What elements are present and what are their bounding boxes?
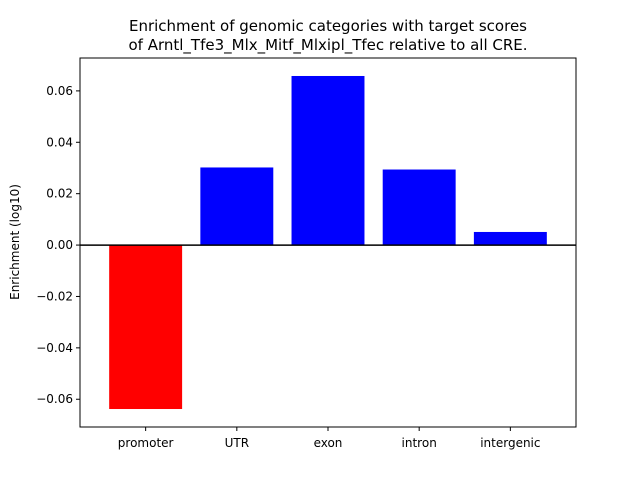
y-tick-label: 0.02 bbox=[46, 187, 73, 201]
bars-group bbox=[109, 75, 547, 410]
y-tick-label: −0.06 bbox=[36, 392, 73, 406]
y-axis-label: Enrichment (log10) bbox=[8, 184, 22, 300]
y-tick-label: 0.06 bbox=[46, 84, 73, 98]
plot-frame bbox=[79, 57, 577, 428]
y-axis-ticks: −0.06 −0.04 −0.02 0.00 0.02 0.04 0.06 bbox=[36, 84, 80, 406]
x-tick-label: intron bbox=[402, 436, 437, 450]
x-tick-label: promoter bbox=[118, 436, 174, 450]
y-tick-label: 0.00 bbox=[46, 238, 73, 252]
bar-intergenic bbox=[473, 231, 547, 246]
bar-intron bbox=[382, 169, 456, 246]
bar-exon bbox=[291, 75, 365, 246]
x-tick-label: exon bbox=[314, 436, 343, 450]
bar-promoter bbox=[109, 245, 183, 410]
chart-title-line-2: of Arntl_Tfe3_Mlx_Mitf_Mlxipl_Tfec relat… bbox=[128, 36, 527, 55]
x-tick-label: intergenic bbox=[480, 436, 540, 450]
x-axis-ticks: promoter UTR exon intron intergenic bbox=[118, 427, 541, 450]
x-tick-label: UTR bbox=[225, 436, 249, 450]
y-tick-label: 0.04 bbox=[46, 135, 73, 149]
bar-UTR bbox=[200, 167, 274, 246]
chart-title-line-1: Enrichment of genomic categories with ta… bbox=[129, 17, 527, 35]
y-tick-label: −0.04 bbox=[36, 341, 73, 355]
y-tick-label: −0.02 bbox=[36, 289, 73, 303]
